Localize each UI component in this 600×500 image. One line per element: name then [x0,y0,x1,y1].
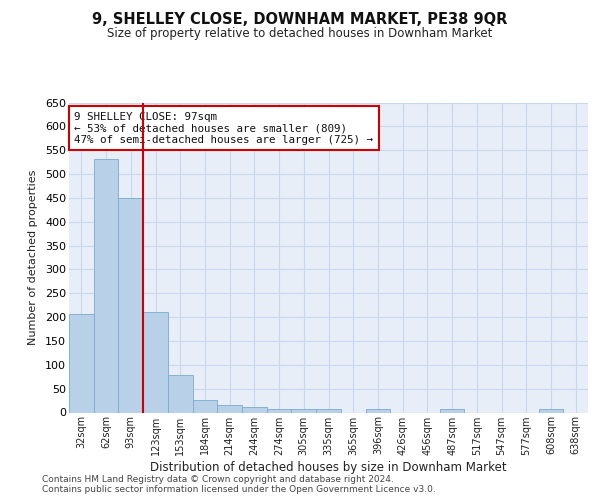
Y-axis label: Number of detached properties: Number of detached properties [28,170,38,345]
Bar [292,409,316,412]
Text: Size of property relative to detached houses in Downham Market: Size of property relative to detached ho… [107,28,493,40]
Text: 9, SHELLEY CLOSE, DOWNHAM MARKET, PE38 9QR: 9, SHELLEY CLOSE, DOWNHAM MARKET, PE38 9… [92,12,508,28]
Bar [365,409,390,412]
Bar [94,160,118,412]
Text: Distribution of detached houses by size in Downham Market: Distribution of detached houses by size … [151,461,507,474]
Bar [118,198,143,412]
Bar [217,406,242,412]
Bar [440,409,464,412]
Bar [316,409,341,412]
Bar [267,409,292,412]
Bar [69,314,94,412]
Bar [539,409,563,412]
Bar [193,400,217,412]
Bar [143,312,168,412]
Text: Contains HM Land Registry data © Crown copyright and database right 2024.: Contains HM Land Registry data © Crown c… [42,475,394,484]
Text: Contains public sector information licensed under the Open Government Licence v3: Contains public sector information licen… [42,485,436,494]
Bar [242,407,267,412]
Text: 9 SHELLEY CLOSE: 97sqm
← 53% of detached houses are smaller (809)
47% of semi-de: 9 SHELLEY CLOSE: 97sqm ← 53% of detached… [74,112,373,145]
Bar [168,376,193,412]
